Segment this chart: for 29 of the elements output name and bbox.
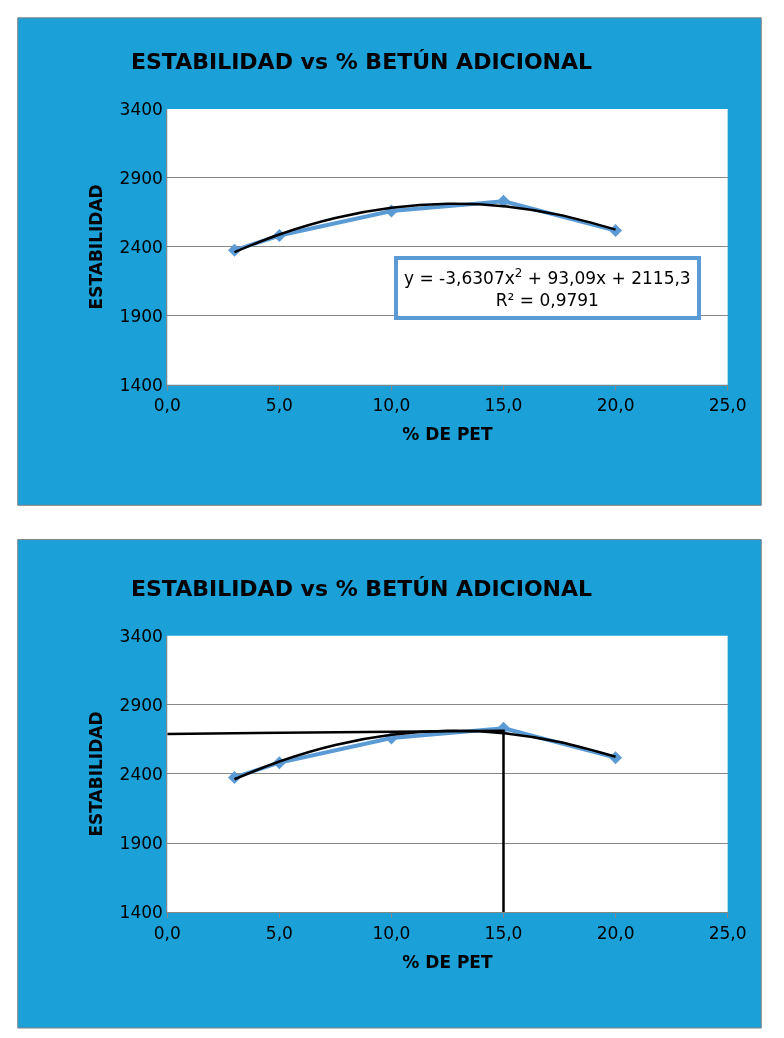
y-tick-label: 1900 (119, 305, 163, 326)
y-tick-label: 3400 (119, 625, 163, 646)
x-tick-label: 0,0 (153, 922, 181, 943)
y-tick-label: 3400 (119, 99, 163, 119)
x-tick-label: 15,0 (484, 395, 523, 416)
chart-title: ESTABILIDAD vs % BETÚN ADICIONAL (131, 49, 593, 74)
y-tick-label: 2400 (119, 236, 163, 257)
y-axis-title: ESTABILIDAD (86, 184, 107, 310)
x-tick-label: 5,0 (265, 395, 293, 416)
x-tick-label: 20,0 (596, 395, 635, 416)
x-axis-title: % DE PET (402, 424, 493, 445)
y-axis-title: ESTABILIDAD (86, 711, 107, 837)
y-tick-label: 2900 (119, 167, 163, 188)
x-tick-label: 25,0 (708, 395, 747, 416)
x-axis-title: % DE PET (402, 952, 493, 973)
x-tick-label: 10,0 (372, 395, 411, 416)
y-tick-label: 2400 (119, 763, 163, 784)
annotation: y = -3,6307x$^{2}$ + 93,09x + 2115,3 R² = 0,9791 (404, 266, 691, 311)
y-tick-label: 1400 (119, 902, 163, 923)
x-tick-label: 5,0 (265, 922, 293, 943)
y-tick-label: 1900 (119, 833, 163, 854)
x-tick-label: 25,0 (708, 922, 747, 943)
x-tick-label: 15,0 (484, 922, 523, 943)
x-tick-label: 0,0 (153, 395, 181, 416)
y-tick-label: 2900 (119, 694, 163, 715)
x-tick-label: 10,0 (372, 922, 411, 943)
chart-title: ESTABILIDAD vs % BETÚN ADICIONAL (131, 576, 593, 601)
y-tick-label: 1400 (119, 374, 163, 395)
x-tick-label: 20,0 (596, 922, 635, 943)
